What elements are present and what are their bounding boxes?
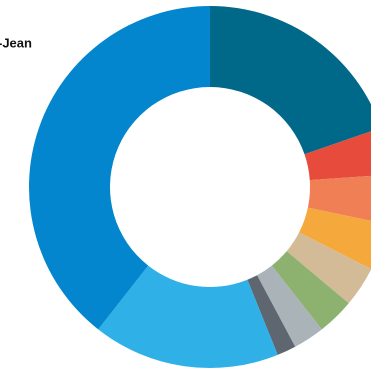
donut-segment <box>307 175 371 221</box>
donut-segment <box>247 275 296 355</box>
donut-segment <box>29 5 210 330</box>
donut-segment <box>98 265 278 369</box>
annotation: -Jean <box>0 35 32 50</box>
donut-segment <box>304 131 371 181</box>
donut-segment <box>299 207 371 270</box>
donut-segment <box>210 6 371 155</box>
donut-segment <box>271 251 349 330</box>
donut-segment <box>286 232 371 304</box>
donut-segment <box>257 265 322 347</box>
